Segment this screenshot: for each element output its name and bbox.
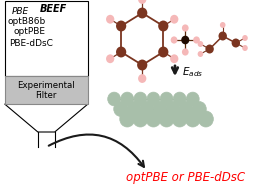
- Polygon shape: [5, 104, 88, 132]
- Circle shape: [242, 45, 248, 51]
- Text: optB86b: optB86b: [7, 16, 46, 26]
- Text: BEEF: BEEF: [40, 4, 68, 14]
- Circle shape: [182, 24, 189, 32]
- Circle shape: [137, 8, 147, 19]
- Polygon shape: [5, 1, 88, 76]
- Circle shape: [181, 36, 189, 44]
- Circle shape: [120, 111, 135, 127]
- Text: Filter: Filter: [36, 91, 57, 101]
- Circle shape: [106, 54, 114, 63]
- Circle shape: [114, 101, 128, 116]
- Circle shape: [166, 101, 180, 116]
- Circle shape: [116, 46, 126, 57]
- Circle shape: [108, 92, 121, 106]
- Circle shape: [170, 15, 178, 24]
- Circle shape: [159, 111, 174, 127]
- Circle shape: [138, 74, 146, 83]
- Circle shape: [158, 46, 168, 57]
- Circle shape: [185, 111, 200, 127]
- Circle shape: [198, 51, 203, 57]
- FancyArrowPatch shape: [49, 135, 144, 167]
- Circle shape: [138, 0, 146, 4]
- Text: Experimental: Experimental: [17, 81, 75, 91]
- Circle shape: [218, 32, 227, 40]
- Circle shape: [173, 92, 186, 106]
- Circle shape: [179, 101, 193, 116]
- Circle shape: [170, 54, 178, 63]
- Circle shape: [186, 92, 199, 106]
- Text: optPBE: optPBE: [14, 28, 46, 36]
- Text: PBE: PBE: [12, 6, 29, 15]
- Text: $E_{ads}$: $E_{ads}$: [182, 65, 203, 79]
- Circle shape: [121, 92, 134, 106]
- Circle shape: [153, 101, 167, 116]
- Circle shape: [134, 92, 147, 106]
- Circle shape: [182, 48, 189, 56]
- Circle shape: [106, 15, 114, 24]
- Circle shape: [205, 44, 214, 53]
- Circle shape: [172, 111, 187, 127]
- Circle shape: [146, 111, 161, 127]
- Circle shape: [147, 92, 160, 106]
- Circle shape: [116, 21, 126, 31]
- Circle shape: [133, 111, 148, 127]
- Circle shape: [127, 101, 141, 116]
- Circle shape: [192, 101, 206, 116]
- Circle shape: [160, 92, 173, 106]
- Circle shape: [198, 111, 213, 127]
- Polygon shape: [5, 76, 88, 104]
- Circle shape: [231, 39, 240, 47]
- Circle shape: [140, 101, 154, 116]
- Circle shape: [158, 21, 168, 31]
- Circle shape: [242, 35, 248, 41]
- Circle shape: [171, 36, 177, 44]
- Text: optPBE or PBE-dDsC: optPBE or PBE-dDsC: [126, 170, 245, 184]
- Circle shape: [193, 36, 200, 44]
- Circle shape: [198, 41, 203, 47]
- Circle shape: [220, 22, 226, 28]
- Circle shape: [137, 60, 147, 70]
- Text: PBE-dDsC: PBE-dDsC: [9, 39, 53, 47]
